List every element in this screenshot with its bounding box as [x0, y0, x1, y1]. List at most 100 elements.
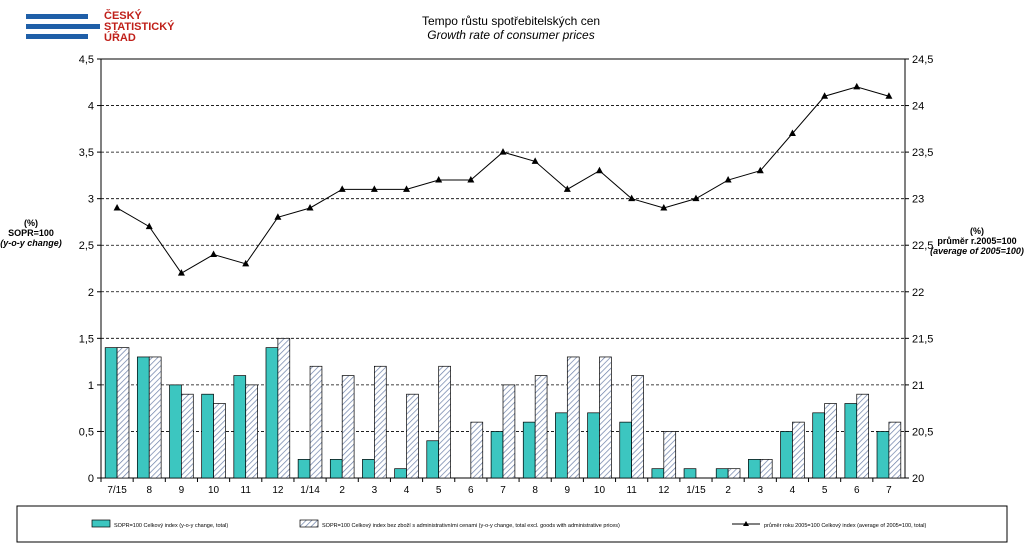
left-tick-label: 1,5: [79, 333, 94, 345]
bar-excl-admin: [727, 468, 741, 479]
bar-total: [522, 421, 536, 479]
bar-total: [812, 412, 825, 479]
bar-excl-admin: [888, 421, 902, 479]
index-point-marker: [467, 176, 475, 183]
left-tick-label: 4,5: [79, 54, 94, 66]
bar-excl-admin: [213, 403, 226, 479]
bar-total: [748, 459, 761, 479]
bar-excl-admin: [148, 356, 162, 479]
index-point-marker: [724, 176, 732, 183]
bar-total: [619, 421, 632, 479]
index-point-marker: [274, 213, 282, 220]
x-tick-label: 4: [790, 485, 796, 496]
left-tick-label: 4: [88, 101, 94, 113]
left-tick-label: 3: [88, 194, 94, 206]
x-tick-label: 7: [500, 485, 506, 496]
logo-line-3: ÚŘAD: [104, 31, 136, 44]
bar-total: [426, 440, 440, 479]
logo-bar-3: [26, 34, 88, 39]
legend-swatch-excl-admin: [299, 519, 319, 528]
bar-excl-admin: [824, 403, 837, 479]
right-tick-label: 22: [912, 287, 924, 299]
right-axis-label-2: průměr r.2005=100: [937, 236, 1016, 246]
left-axis-label-2: SOPR=100: [8, 228, 54, 238]
x-tick-label: 8: [146, 485, 152, 496]
right-tick-label: 21,5: [912, 333, 933, 345]
bar-excl-admin: [116, 347, 130, 479]
right-tick-label: 23: [912, 194, 924, 206]
bar-total: [587, 412, 600, 479]
left-tick-label: 1: [88, 380, 94, 392]
index-point-marker: [788, 129, 796, 136]
index-point-marker: [853, 82, 861, 90]
x-tick-label: 9: [179, 485, 185, 496]
x-tick-label: 2: [725, 485, 731, 496]
x-tick-label: 3: [372, 485, 378, 496]
index-point-marker: [113, 203, 121, 211]
x-tick-label: 4: [404, 485, 410, 496]
x-tick-label: 8: [532, 485, 538, 496]
index-point-marker: [756, 166, 764, 174]
bar-excl-admin: [438, 365, 451, 479]
bars: [100, 337, 902, 482]
right-axis-label-1: (%): [970, 226, 984, 236]
bar-total: [394, 468, 407, 479]
bar-excl-admin: [599, 356, 612, 479]
bar-total: [233, 375, 247, 479]
index-point-marker: [210, 250, 218, 258]
left-axis-ticks: 0 0,5 1 1,5 2 2,5 3 3,5 4 4,5: [79, 54, 101, 485]
index-point-marker: [145, 222, 153, 230]
bar-total: [362, 459, 375, 479]
index-point-marker: [435, 176, 443, 183]
x-tick-label: 12: [272, 485, 284, 496]
x-tick-label: 1/14: [300, 485, 320, 496]
bar-total: [490, 431, 504, 479]
index-point-marker: [306, 203, 314, 211]
x-tick-label: 10: [594, 485, 606, 496]
bar-total: [265, 347, 279, 479]
right-tick-label: 20,5: [912, 426, 933, 438]
index-point-marker: [403, 185, 411, 192]
x-tick-label: 7: [886, 485, 892, 496]
bar-total: [683, 468, 697, 479]
x-tick-label: 3: [757, 485, 763, 496]
bar-total: [876, 431, 890, 479]
bar-total: [555, 412, 568, 479]
bar-total: [297, 459, 311, 479]
bar-excl-admin: [470, 421, 484, 479]
x-tick-label: 5: [436, 485, 442, 496]
left-tick-label: 0: [88, 473, 94, 485]
index-point-marker: [531, 157, 539, 164]
index-point-marker: [563, 185, 571, 192]
bar-total: [329, 459, 343, 479]
left-tick-label: 2,5: [79, 240, 94, 252]
bar-excl-admin: [631, 375, 644, 479]
logo-bar-1: [26, 14, 88, 19]
left-axis-label-1: (%): [24, 218, 38, 228]
logo-bar-2: [26, 24, 100, 29]
left-tick-label: 3,5: [79, 147, 94, 159]
bar-total: [844, 403, 858, 479]
legend-swatch-total: [91, 519, 111, 528]
bar-excl-admin: [792, 421, 805, 479]
right-axis-label-3: (average of 2005=100): [930, 246, 1024, 256]
bar-excl-admin: [534, 375, 548, 479]
x-tick-label: 2: [339, 485, 345, 496]
legend-label-excl-admin: SOPR=100 Celkový index bez zboží s admin…: [322, 523, 620, 529]
logo-line-2: STATISTICKÝ: [104, 20, 175, 33]
x-tick-label: 9: [565, 485, 571, 496]
index-point-marker: [242, 259, 250, 267]
chart-title: Tempo růstu spotřebitelských cen: [422, 14, 600, 28]
csu-logo: ČESKÝ STATISTICKÝ ÚŘAD: [26, 9, 175, 44]
legend-triangle-marker: [743, 521, 749, 526]
index-line: [113, 82, 893, 276]
x-tick-label: 5: [822, 485, 828, 496]
x-tick-label: 11: [626, 485, 637, 496]
bar-total: [104, 347, 118, 479]
bar-excl-admin: [663, 431, 677, 479]
left-tick-label: 0,5: [79, 426, 94, 438]
bar-excl-admin: [856, 393, 870, 479]
bar-excl-admin: [566, 356, 580, 479]
bar-excl-admin: [309, 365, 323, 479]
index-point-marker: [177, 269, 185, 276]
